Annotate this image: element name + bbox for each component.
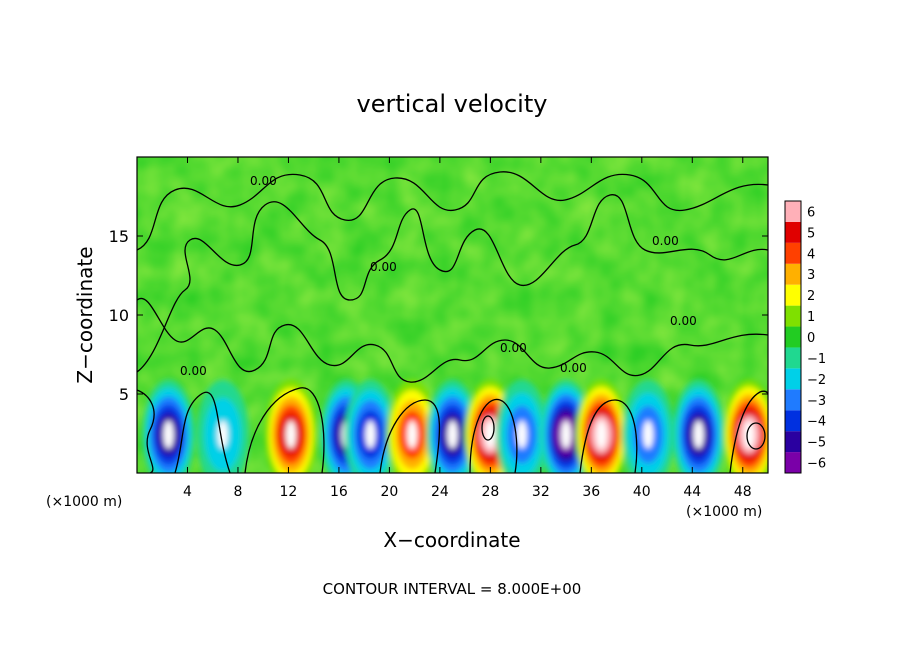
cell-core [285, 420, 296, 449]
cell-core [643, 420, 654, 449]
contour-label: 0.00 [652, 234, 679, 248]
zero-contour-line [244, 387, 325, 473]
downdraft-cell [196, 379, 249, 473]
cell-core [485, 420, 496, 449]
colorbar-label: −6 [807, 457, 826, 472]
zero-contour-line [379, 399, 441, 473]
downdraft-cell [672, 379, 725, 473]
x-tick-label: 20 [380, 484, 398, 500]
x-tick-label: 4 [183, 484, 192, 500]
colorbar-label: −5 [807, 436, 826, 451]
zero-contour-line [469, 398, 518, 473]
colorbar-label: 5 [807, 226, 815, 241]
cell-core [407, 420, 418, 449]
y-axis-title: Z−coordinate [73, 246, 97, 383]
contour-labels: 0.00 0.00 0.00 0.00 0.00 0.00 0.00 [180, 174, 697, 378]
cell-core [744, 420, 755, 449]
colorbar-frame [784, 200, 802, 474]
contour-interval-footer: CONTOUR INTERVAL = 8.000E+00 [323, 580, 582, 598]
colorbar-swatch [785, 389, 801, 411]
colorbar-label: −3 [807, 394, 826, 409]
colorbar-swatch [785, 242, 801, 264]
cell-core [447, 420, 458, 449]
colorbar-swatch [785, 347, 801, 369]
zero-contour-line [137, 171, 768, 251]
colorbar-label: 4 [807, 247, 815, 262]
colorbar-swatch [785, 284, 801, 306]
zero-contour-line [137, 389, 155, 473]
contour-layer [137, 171, 768, 473]
colorbar-label: 3 [807, 268, 815, 283]
x-axis-title: X−coordinate [383, 528, 520, 552]
colorbar-swatch [785, 221, 801, 243]
colorbar-swatch [785, 201, 801, 222]
x-tick-label: 8 [233, 484, 242, 500]
y-axis: 5 10 15 [109, 227, 768, 404]
colorbar-swatch [785, 452, 801, 473]
contour-label: 0.00 [560, 361, 587, 375]
x-axis: 4 8 12 16 20 24 28 32 36 40 44 48 [183, 157, 752, 500]
downdraft-cell [142, 379, 195, 473]
contour-label: 0.00 [370, 260, 397, 274]
colorbar-label: −2 [807, 373, 826, 388]
zero-contour-line [579, 399, 638, 473]
x-tick-label: 36 [582, 484, 600, 500]
cell-core [596, 420, 607, 449]
contour-label: 0.00 [180, 364, 207, 378]
contour-label: 0.00 [500, 341, 527, 355]
x-tick-label: 48 [734, 484, 752, 500]
cell-core [163, 420, 174, 449]
updraft-cell [723, 379, 768, 473]
colorbar-swatch [785, 431, 801, 453]
plot-area: 0.00 0.00 0.00 0.00 0.00 0.00 0.00 [137, 157, 768, 473]
x-tick-label: 24 [431, 484, 449, 500]
x-tick-label: 28 [481, 484, 499, 500]
x-tick-label: 40 [633, 484, 651, 500]
zero-contour-line [137, 194, 768, 373]
chart-title: vertical velocity [357, 90, 548, 118]
colorbar-label: 1 [807, 310, 815, 325]
colorbar-swatch [785, 263, 801, 285]
y-tick-label: 15 [109, 227, 129, 246]
colorbar-label: −4 [807, 415, 826, 430]
colorbar-label: −1 [807, 352, 826, 367]
zero-contour-loop [481, 415, 495, 441]
cell-core [516, 420, 527, 449]
cell-core [693, 420, 704, 449]
contour-label: 0.00 [670, 314, 697, 328]
colorbar-swatch [785, 410, 801, 432]
updraft-cell [264, 379, 317, 473]
zero-contour-line [729, 390, 768, 473]
x-tick-label: 16 [330, 484, 348, 500]
y-tick-label: 5 [119, 385, 129, 404]
y-tick-label: 10 [109, 306, 129, 325]
updraft-cell [386, 379, 439, 473]
cell-core [561, 420, 572, 449]
x-tick-label: 44 [683, 484, 701, 500]
colorbar: −6 −5 −4 −3 −2 −1 0 1 2 3 4 5 6 [784, 200, 826, 474]
x-units-left: (×1000 m) [46, 494, 122, 510]
downdraft-cell [344, 379, 397, 473]
colorbar-swatch [785, 326, 801, 348]
colorbar-label: 0 [807, 331, 815, 346]
x-units-right: (×1000 m) [686, 504, 762, 520]
zero-contour-line [137, 297, 768, 383]
x-tick-label: 32 [532, 484, 550, 500]
downdraft-cell [495, 379, 548, 473]
colorbar-label: 2 [807, 289, 815, 304]
x-tick-label: 12 [280, 484, 298, 500]
zero-contour-loop [746, 422, 766, 450]
cell-core [365, 420, 376, 449]
colorbar-swatch [785, 368, 801, 390]
downdraft-cell [622, 379, 675, 473]
colorbar-swatch [785, 305, 801, 327]
colorbar-label: 6 [807, 205, 815, 220]
zero-contour-line [174, 391, 231, 473]
contour-label: 0.00 [250, 174, 277, 188]
cell-core [217, 420, 228, 449]
